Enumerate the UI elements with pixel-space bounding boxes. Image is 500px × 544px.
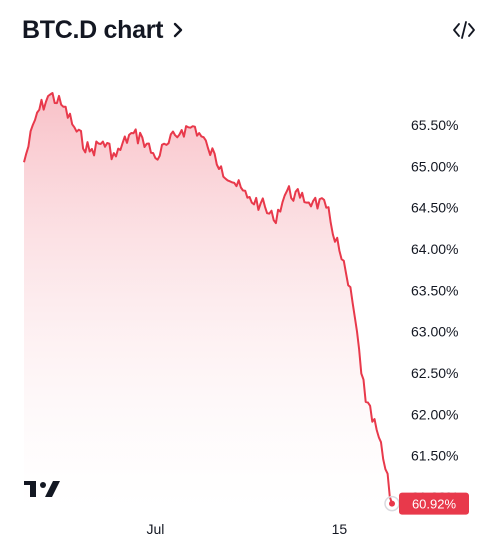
embed-code-button[interactable] [450, 18, 478, 42]
x-axis-tick-labels: Jul 15 [146, 521, 347, 537]
y-tick-label: 62.50% [411, 365, 458, 381]
x-tick-label: 15 [332, 521, 348, 537]
y-tick-label: 65.00% [411, 158, 458, 174]
y-tick-label: 63.50% [411, 282, 458, 298]
chart-title: BTC.D chart [22, 15, 164, 44]
last-value-badge [399, 492, 469, 515]
y-tick-label: 65.50% [411, 117, 458, 133]
y-axis-tick-labels: 65.50% 65.00% 64.50% 64.00% 63.50% 63.00% 62.5… [411, 117, 458, 505]
code-embed-icon [453, 21, 475, 39]
area-fill [24, 93, 392, 510]
y-tick-label: 62.00% [411, 406, 458, 422]
y-tick-label: 64.50% [411, 200, 458, 216]
last-value-label: 60.92% [412, 497, 457, 512]
last-point-dot [389, 500, 395, 507]
y-tick-label: 64.00% [411, 241, 458, 257]
chart-title-link[interactable]: BTC.D chart [22, 16, 187, 45]
last-value-marker: 60.92% [384, 492, 469, 515]
series-line-btc-dominance [23, 92, 393, 504]
chevron-right-icon [173, 22, 183, 38]
chart-header: BTC.D chart [22, 12, 478, 48]
series-line-layer [23, 92, 393, 504]
x-tick-label: Jul [146, 521, 164, 537]
y-tick-label: 63.00% [411, 324, 458, 340]
y-tick-label: 61.50% [411, 448, 458, 464]
area-fill-layer [24, 93, 392, 510]
tradingview-logo-icon[interactable] [24, 481, 60, 497]
